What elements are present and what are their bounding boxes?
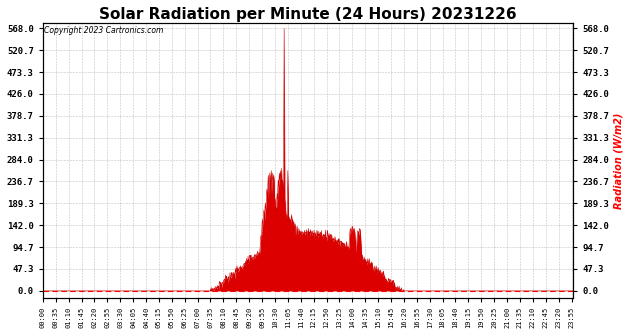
Title: Solar Radiation per Minute (24 Hours) 20231226: Solar Radiation per Minute (24 Hours) 20… xyxy=(99,7,517,22)
Text: Copyright 2023 Cartronics.com: Copyright 2023 Cartronics.com xyxy=(44,26,163,35)
Y-axis label: Radiation (W/m2): Radiation (W/m2) xyxy=(613,112,623,209)
